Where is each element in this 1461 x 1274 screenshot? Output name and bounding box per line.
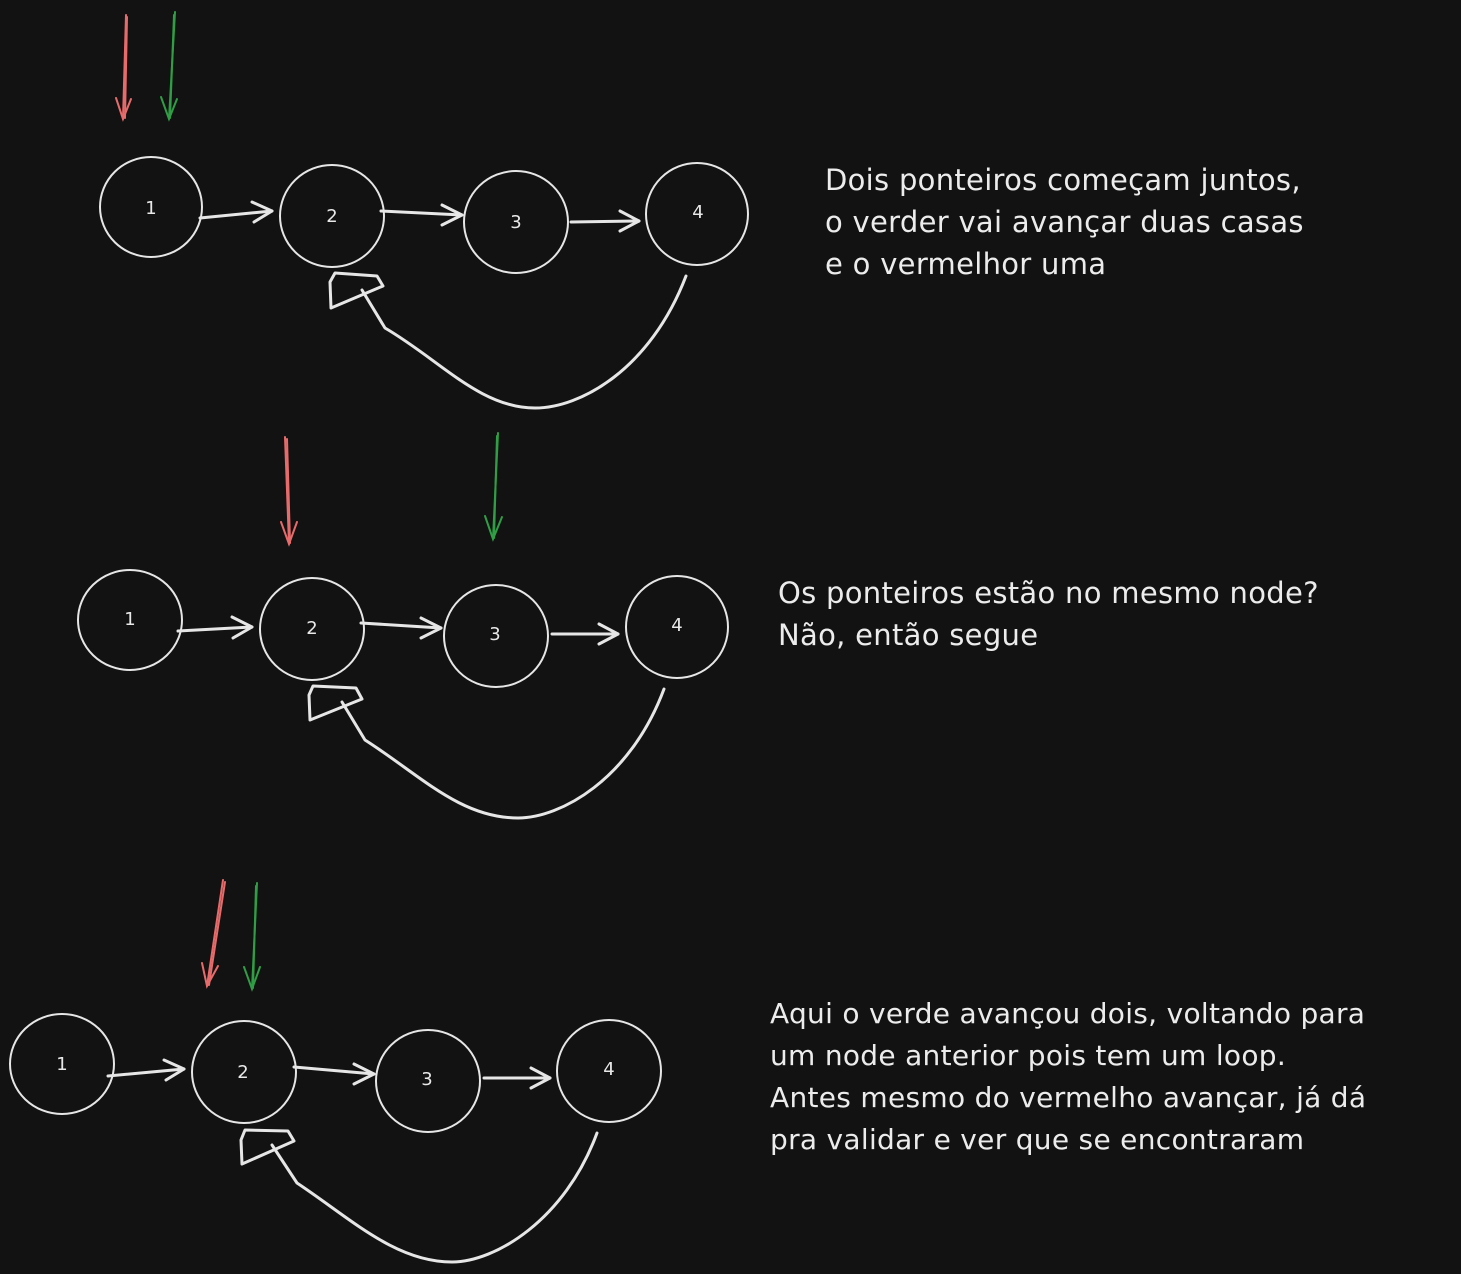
caption-line: Aqui o verde avançou dois, voltando para <box>770 997 1366 1030</box>
step-2-diagram: 1 2 3 4 <box>77 432 729 820</box>
node-label: 4 <box>603 1059 614 1080</box>
caption-line: e o vermelhor uma <box>825 247 1107 281</box>
loop-back-edge <box>328 271 688 410</box>
caption-line: Antes mesmo do vermelho avançar, já dá <box>770 1081 1367 1114</box>
node-label: 3 <box>489 624 500 645</box>
slow-pointer-arrow <box>280 436 298 547</box>
list-node: 2 <box>191 1020 297 1124</box>
list-node: 4 <box>625 575 729 679</box>
next-edge-arrows <box>106 1058 552 1090</box>
step-3-caption: Aqui o verde avançou dois, voltando para… <box>770 993 1366 1161</box>
node-label: 1 <box>145 198 156 219</box>
list-node: 3 <box>443 584 549 688</box>
list-node: 4 <box>645 162 749 266</box>
node-label: 2 <box>237 1062 248 1083</box>
step-2-caption: Os ponteiros estão no mesmo node? Não, e… <box>778 572 1319 656</box>
list-node: 1 <box>9 1013 115 1115</box>
caption-line: Os ponteiros estão no mesmo node? <box>778 576 1319 610</box>
slow-pointer-arrow <box>115 14 132 122</box>
loop-back-edge <box>239 1128 599 1264</box>
caption-line: Dois ponteiros começam juntos, <box>825 163 1301 197</box>
loop-back-edge <box>307 684 666 820</box>
list-node: 1 <box>77 569 183 671</box>
caption-line: o verder vai avançar duas casas <box>825 205 1304 239</box>
fast-pointer-arrow <box>243 882 261 992</box>
list-node: 2 <box>259 577 365 681</box>
node-label: 3 <box>510 212 521 233</box>
caption-line: um node anterior pois tem um loop. <box>770 1039 1287 1072</box>
node-label: 1 <box>124 609 135 630</box>
node-label: 2 <box>306 618 317 639</box>
node-label: 3 <box>421 1069 432 1090</box>
next-edge-arrows <box>176 615 620 646</box>
node-label: 4 <box>692 202 703 223</box>
step-1-diagram: 1 2 3 4 <box>99 11 749 410</box>
list-node: 3 <box>463 170 569 274</box>
list-node: 1 <box>99 156 203 258</box>
fast-pointer-arrow <box>484 432 503 542</box>
caption-line: pra validar e ver que se encontraram <box>770 1123 1305 1156</box>
list-node: 2 <box>279 164 385 268</box>
step-1-caption: Dois ponteiros começam juntos, o verder … <box>825 159 1304 285</box>
list-node: 4 <box>556 1019 662 1123</box>
next-edge-arrows <box>198 200 641 233</box>
caption-line: Não, então segue <box>778 618 1039 652</box>
node-label: 2 <box>326 206 337 227</box>
slow-pointer-arrow <box>201 879 226 989</box>
list-node: 3 <box>375 1029 481 1133</box>
step-3-diagram: 1 2 3 4 <box>9 879 662 1264</box>
node-label: 1 <box>56 1054 67 1075</box>
fast-pointer-arrow <box>160 11 178 122</box>
node-label: 4 <box>671 615 682 636</box>
